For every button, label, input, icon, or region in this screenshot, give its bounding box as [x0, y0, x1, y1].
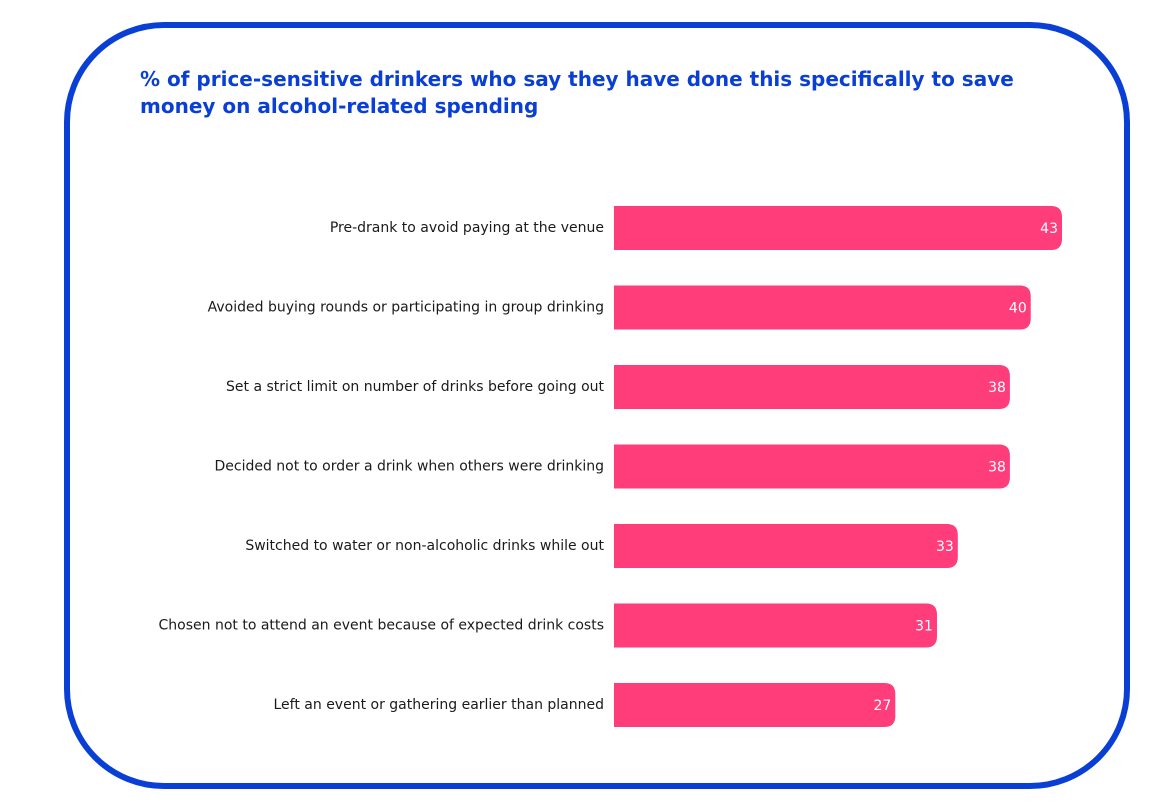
value-label: 40	[1009, 301, 1027, 317]
category-label: Avoided buying rounds or participating i…	[208, 300, 604, 316]
value-label: 38	[988, 460, 1006, 476]
value-label: 31	[915, 619, 933, 635]
category-label: Chosen not to attend an event because of…	[159, 618, 604, 634]
bar	[614, 365, 1010, 409]
bar	[614, 683, 896, 727]
value-label: 27	[873, 698, 891, 714]
category-label: Left an event or gathering earlier than …	[274, 697, 605, 713]
category-label: Pre-drank to avoid paying at the venue	[330, 220, 604, 236]
bar	[614, 524, 958, 568]
category-label: Switched to water or non-alcoholic drink…	[245, 538, 604, 554]
bar	[614, 285, 1031, 330]
value-label: 33	[936, 539, 954, 555]
bar	[614, 603, 937, 648]
category-label: Set a strict limit on number of drinks b…	[226, 379, 604, 395]
value-label: 38	[988, 380, 1006, 396]
category-label: Decided not to order a drink when others…	[214, 459, 604, 475]
value-label: 43	[1040, 221, 1058, 237]
bar	[614, 444, 1010, 489]
chart-title: % of price-sensitive drinkers who say th…	[140, 67, 1014, 118]
bar	[614, 206, 1062, 250]
